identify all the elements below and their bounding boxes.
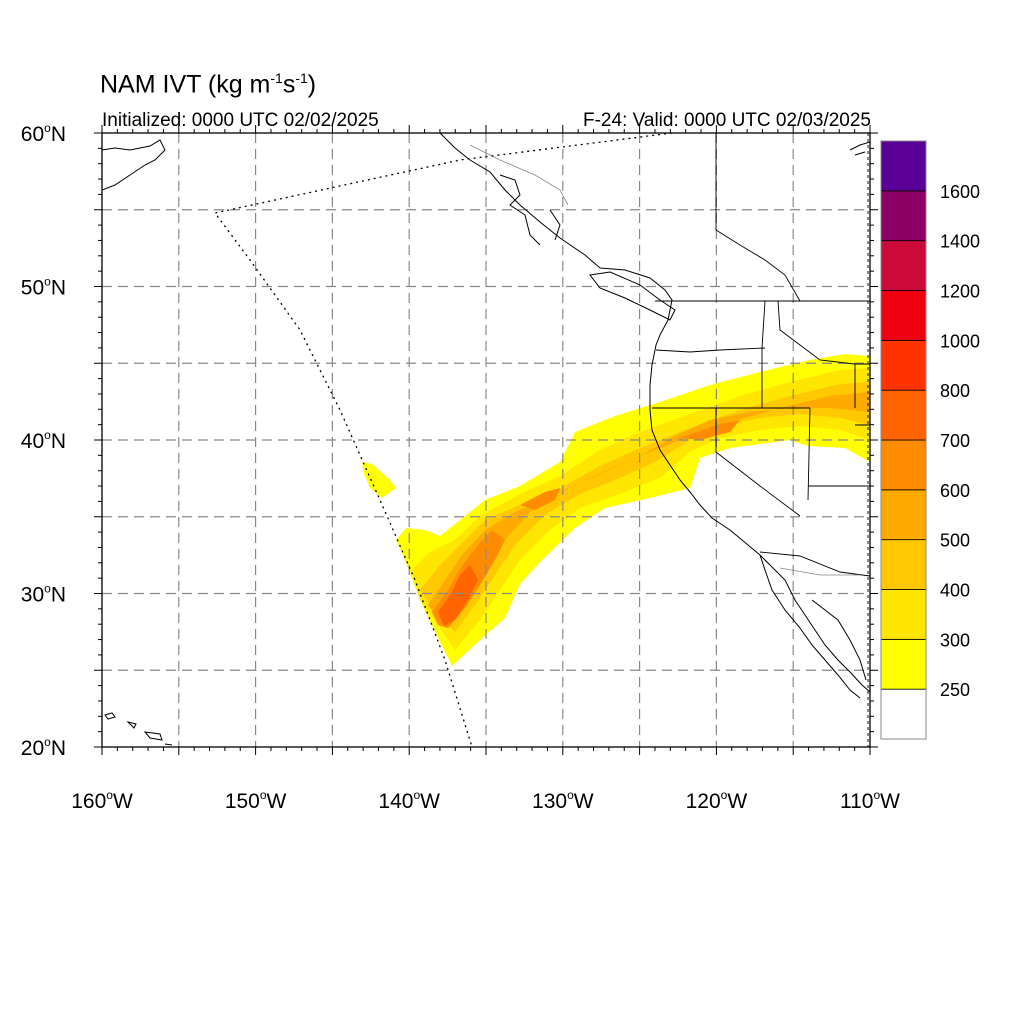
colorbar-swatch [880,190,927,242]
coast-vancouver-island [589,271,676,321]
coast-alaska-panhandle [439,133,601,269]
coast-alaska [102,139,166,191]
lon-label: 120oW [686,788,748,813]
colorbar-swatch [880,638,927,690]
colorbar-label: 1200 [940,282,980,302]
border-ca-nv [715,408,801,517]
lon-labels: 160oW 150oW 140oW 130oW 120oW 110oW [71,788,900,813]
initialized-time: Initialized: 0000 UTC 02/02/2025 [102,110,379,131]
colorbar-label: 500 [940,531,970,551]
border-nv-east [807,407,811,501]
border-bc-ab [715,133,801,302]
coast-hawaii [104,712,173,746]
colorbar: 250 300 400 500 600 700 800 1000 1200 1400 1600 [880,140,980,740]
colorbar-swatch [880,290,927,341]
colorbar-label: 300 [940,630,970,650]
coast-hudson [849,141,870,156]
map-title: NAM IVT (kg m-1s-1) [100,70,317,99]
colorbar-swatch [880,539,927,590]
state-borders [652,133,870,747]
coast-bc-islands [499,174,561,246]
border-ca-mx [759,551,870,577]
colorbar-swatch [880,688,927,740]
border-id-west [761,300,766,408]
colorbar-label: 1000 [940,331,980,351]
coast-pacific-nw [599,267,870,693]
border-wy [855,363,870,426]
colorbar-label: 250 [940,680,970,700]
ivt-band-800 [438,565,478,626]
colorbar-label: 800 [940,381,970,401]
colorbar-label: 1600 [940,182,980,202]
lat-label: 40oN [21,428,66,453]
colorbar-swatch [880,339,927,391]
colorbar-swatch [880,439,927,491]
lon-label: 160oW [71,788,133,813]
colorbar-frame [880,140,927,740]
ivt-shading [362,354,870,666]
ivt-band-300 [396,354,870,666]
graticule [102,133,870,747]
gray-borders [469,144,860,576]
lon-label: 130oW [532,788,594,813]
coast-baja [759,554,867,699]
lat-label: 20oN [21,735,66,760]
colorbar-swatch [880,589,927,640]
colorbar-swatch [880,489,927,541]
colorbar-swatch [880,240,927,291]
axis-ticks [94,125,878,755]
colorbar-label: 700 [940,431,970,451]
lon-label: 110oW [840,788,900,813]
lat-label: 50oN [21,275,66,300]
colorbar-label: 1400 [940,232,980,252]
colorbar-swatch [880,140,927,192]
lat-labels: 60oN 50oN 40oN 30oN 20oN [21,121,66,760]
lat-label: 30oN [21,582,66,607]
valid-time: F-24: Valid: 0000 UTC 02/03/2025 [583,110,871,131]
colorbar-swatch [880,389,927,441]
colorbar-label: 400 [940,581,970,601]
lat-label: 60oN [21,121,66,146]
border-wa-or [655,347,766,353]
lon-label: 140oW [378,788,440,813]
lon-label: 150oW [225,788,287,813]
ivt-band-300-small [362,462,396,498]
coastlines [102,133,870,746]
border-mt [777,300,856,408]
colorbar-label: 600 [940,481,970,501]
